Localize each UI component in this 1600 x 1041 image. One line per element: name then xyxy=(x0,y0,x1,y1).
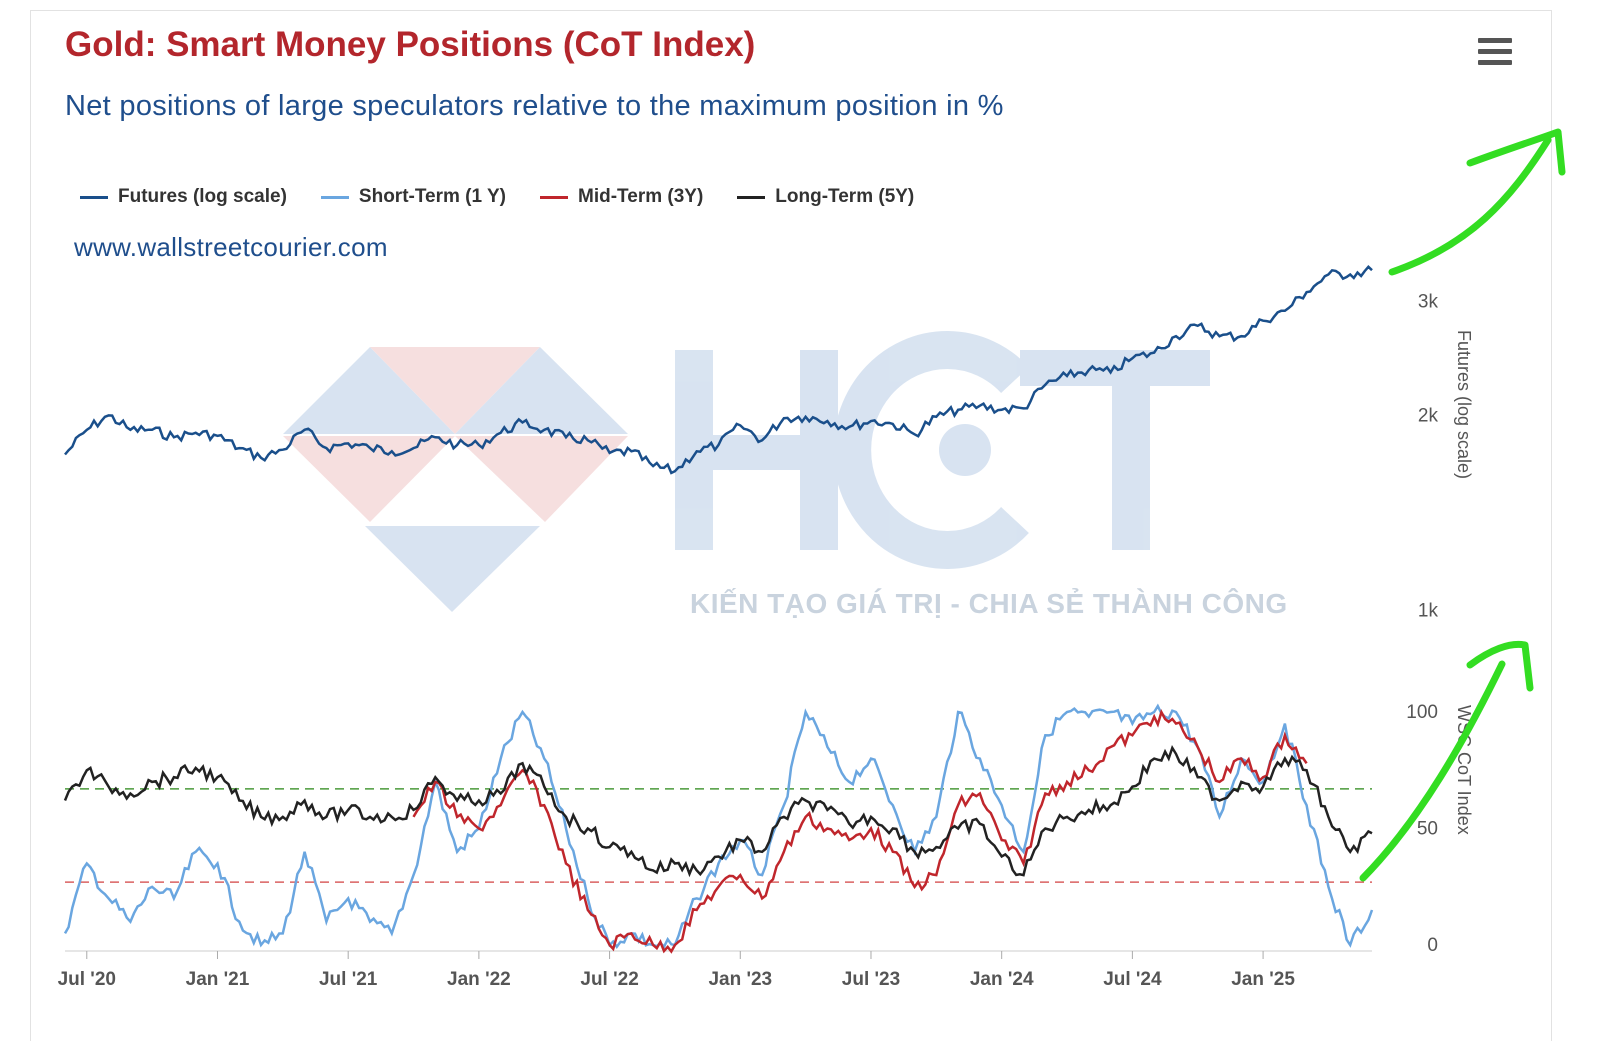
chart-subtitle: Net positions of large speculators relat… xyxy=(65,90,1004,122)
x-tick-label: Jul '22 xyxy=(580,969,638,990)
futures-y-tick: 2k xyxy=(1418,405,1439,426)
short-term-line xyxy=(63,703,1374,950)
chart-container xyxy=(30,10,1552,1041)
annotation-arrows xyxy=(1359,128,1566,882)
futures-axis-title: Futures (log scale) xyxy=(1454,330,1474,479)
futures-plot: 1k 2k 3k xyxy=(64,264,1439,621)
x-tick-label: Jul '23 xyxy=(842,969,900,990)
futures-y-tick: 1k xyxy=(1418,600,1439,621)
x-tick-label: Jan '21 xyxy=(186,969,250,990)
cot-axis-title: WSC CoT Index xyxy=(1454,705,1474,835)
mid-term-line xyxy=(412,708,1308,954)
chart-title: Gold: Smart Money Positions (CoT Index) xyxy=(65,25,756,64)
x-tick-label: Jul '24 xyxy=(1103,969,1162,990)
source-credit: www.wallstreetcourier.com xyxy=(74,232,388,262)
futures-y-tick: 3k xyxy=(1418,291,1439,312)
hamburger-menu-icon[interactable] xyxy=(1478,38,1512,71)
x-tick-label: Jan '24 xyxy=(970,969,1034,990)
watermark-tagline: KIẾN TẠO GIÁ TRỊ - CHIA SẺ THÀNH CÔNG xyxy=(690,588,1288,619)
watermark-logo xyxy=(283,331,1210,612)
legend-item-futures[interactable]: Futures (log scale) xyxy=(80,186,287,208)
x-axis: Jul '20 Jan '21 Jul '21 Jan '22 Jul '22 Jan '… xyxy=(58,951,1295,990)
x-tick-label: Jan '22 xyxy=(447,969,511,990)
legend-label: Short-Term (1 Y) xyxy=(358,186,507,207)
legend-swatch xyxy=(80,195,108,199)
legend-swatch xyxy=(320,195,349,199)
futures-line xyxy=(64,264,1373,475)
x-tick-label: Jul '20 xyxy=(58,969,116,990)
x-tick-label: Jan '25 xyxy=(1231,969,1295,990)
legend-label: Futures (log scale) xyxy=(118,186,287,207)
x-tick-label: Jul '21 xyxy=(319,969,378,990)
cot-y-tick: 100 xyxy=(1406,702,1438,723)
legend: Futures (log scale) Short-Term (1 Y) Mid… xyxy=(80,186,914,208)
cot-index-plot: 0 50 100 xyxy=(63,702,1438,956)
cot-y-tick: 50 xyxy=(1417,819,1438,840)
cot-y-tick: 0 xyxy=(1427,935,1438,956)
long-term-line xyxy=(63,744,1373,878)
legend-label: Mid-Term (3Y) xyxy=(578,186,704,207)
x-tick-label: Jan '23 xyxy=(708,969,772,990)
legend-swatch xyxy=(540,195,569,199)
legend-item-long-term[interactable]: Long-Term (5Y) xyxy=(737,186,914,208)
legend-item-mid-term[interactable]: Mid-Term (3Y) xyxy=(540,186,703,208)
legend-swatch xyxy=(737,195,766,199)
legend-label: Long-Term (5Y) xyxy=(775,186,915,207)
legend-item-short-term[interactable]: Short-Term (1 Y) xyxy=(320,186,507,208)
